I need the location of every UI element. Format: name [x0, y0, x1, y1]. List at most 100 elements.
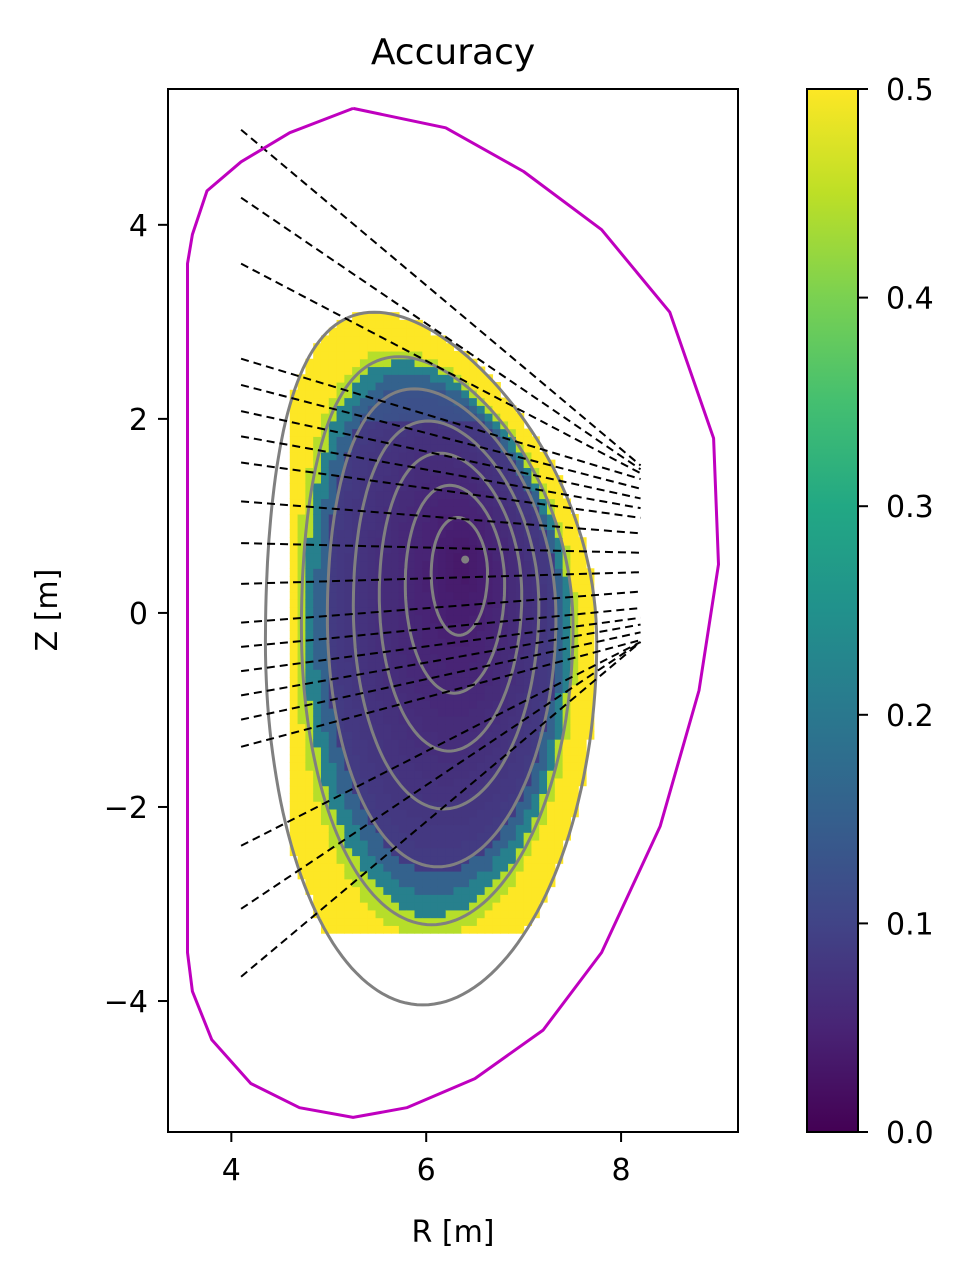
- heatmap-cell: [445, 459, 455, 468]
- heatmap-cell: [578, 739, 587, 748]
- heatmap-cell: [562, 630, 572, 639]
- heatmap-cell: [492, 560, 501, 569]
- heatmap-cell: [531, 513, 540, 523]
- heatmap-cell: [437, 490, 447, 500]
- heatmap-cell: [562, 785, 572, 794]
- heatmap-cell: [305, 770, 314, 779]
- heatmap-cell: [328, 886, 338, 895]
- heatmap-cell: [453, 358, 462, 368]
- heatmap-cell: [531, 436, 540, 445]
- heatmap-cell: [508, 731, 517, 740]
- heatmap-cell: [352, 871, 361, 880]
- heatmap-cell: [320, 607, 330, 616]
- heatmap-cell: [578, 552, 587, 562]
- heatmap-cell: [547, 808, 556, 818]
- heatmap-cell: [375, 436, 384, 445]
- heatmap-cell: [359, 894, 369, 903]
- heatmap-cell: [430, 397, 439, 406]
- heatmap-cell: [430, 715, 439, 725]
- heatmap-cell: [445, 552, 455, 562]
- heatmap-cell: [313, 622, 322, 631]
- heatmap-cell: [313, 350, 322, 360]
- heatmap-cell: [554, 568, 564, 577]
- heatmap-cell: [367, 490, 377, 500]
- heatmap-cell: [484, 909, 494, 919]
- heatmap-cell: [476, 785, 486, 794]
- heatmap-cell: [445, 529, 455, 538]
- heatmap-cell: [570, 700, 579, 709]
- heatmap-cell: [313, 537, 322, 546]
- heatmap-cell: [344, 684, 353, 694]
- heatmap-cell: [344, 839, 353, 849]
- heatmap-cell: [297, 762, 306, 771]
- heatmap-cell: [422, 871, 431, 880]
- heatmap-cell: [484, 723, 494, 732]
- heatmap-cell: [539, 537, 548, 546]
- heatmap-cell: [430, 886, 439, 895]
- heatmap-cell: [406, 521, 416, 531]
- heatmap-cell: [445, 397, 455, 406]
- heatmap-cell: [297, 451, 306, 461]
- heatmap-cell: [508, 715, 517, 725]
- heatmap-cell: [586, 708, 595, 717]
- heatmap-cell: [359, 785, 369, 794]
- heatmap-cell: [344, 832, 353, 841]
- heatmap-cell: [305, 754, 314, 763]
- heatmap-cell: [320, 374, 330, 383]
- heatmap-cell: [500, 552, 509, 562]
- heatmap-cell: [531, 591, 540, 600]
- heatmap-cell: [492, 459, 501, 468]
- heatmap-cell: [305, 537, 314, 546]
- heatmap-cell: [367, 366, 377, 375]
- heatmap-cell: [289, 475, 299, 484]
- heatmap-cell: [422, 420, 431, 430]
- heatmap-cell: [570, 746, 579, 756]
- heatmap-cell: [437, 444, 447, 453]
- heatmap-cell: [437, 801, 447, 810]
- heatmap-cell: [398, 863, 408, 872]
- heatmap-cell: [375, 382, 384, 391]
- heatmap-cell: [375, 785, 384, 794]
- heatmap-cell: [391, 630, 400, 639]
- heatmap-cell: [422, 583, 431, 593]
- heatmap-cell: [461, 793, 470, 802]
- heatmap-cell: [320, 739, 330, 748]
- heatmap-cell: [328, 444, 338, 453]
- heatmap-cell: [430, 925, 439, 934]
- heatmap-cell: [570, 576, 579, 585]
- heatmap-cell: [359, 746, 369, 756]
- heatmap-cell: [320, 343, 330, 352]
- heatmap-cell: [484, 537, 494, 546]
- heatmap-cell: [414, 599, 423, 608]
- heatmap-cell: [352, 638, 361, 647]
- heatmap-cell: [515, 902, 525, 911]
- heatmap-cell: [359, 886, 369, 895]
- heatmap-cell: [289, 552, 299, 562]
- heatmap-cell: [328, 878, 338, 888]
- heatmap-cell: [570, 568, 579, 577]
- heatmap-cell: [320, 444, 330, 453]
- heatmap-cell: [547, 591, 556, 600]
- heatmap-cell: [508, 583, 517, 593]
- heatmap-cell: [344, 630, 353, 639]
- heatmap-cell: [422, 335, 431, 344]
- heatmap-cell: [344, 350, 353, 360]
- heatmap-cell: [547, 599, 556, 608]
- heatmap-cell: [352, 801, 361, 810]
- heatmap-cell: [515, 529, 525, 538]
- heatmap-cell: [359, 444, 369, 453]
- heatmap-cell: [430, 878, 439, 888]
- heatmap-cell: [437, 645, 447, 655]
- heatmap-cell: [359, 350, 369, 360]
- heatmap-cell: [359, 917, 369, 926]
- heatmap-cell: [508, 645, 517, 655]
- x-tick-label: 6: [417, 1153, 436, 1188]
- heatmap-cell: [554, 684, 564, 694]
- heatmap-cell: [367, 312, 377, 321]
- heatmap-cell: [406, 366, 416, 375]
- heatmap-cell: [422, 808, 431, 818]
- heatmap-cell: [320, 754, 330, 763]
- heatmap-cell: [500, 451, 509, 461]
- heatmap-cell: [562, 676, 572, 686]
- heatmap-cell: [492, 684, 501, 694]
